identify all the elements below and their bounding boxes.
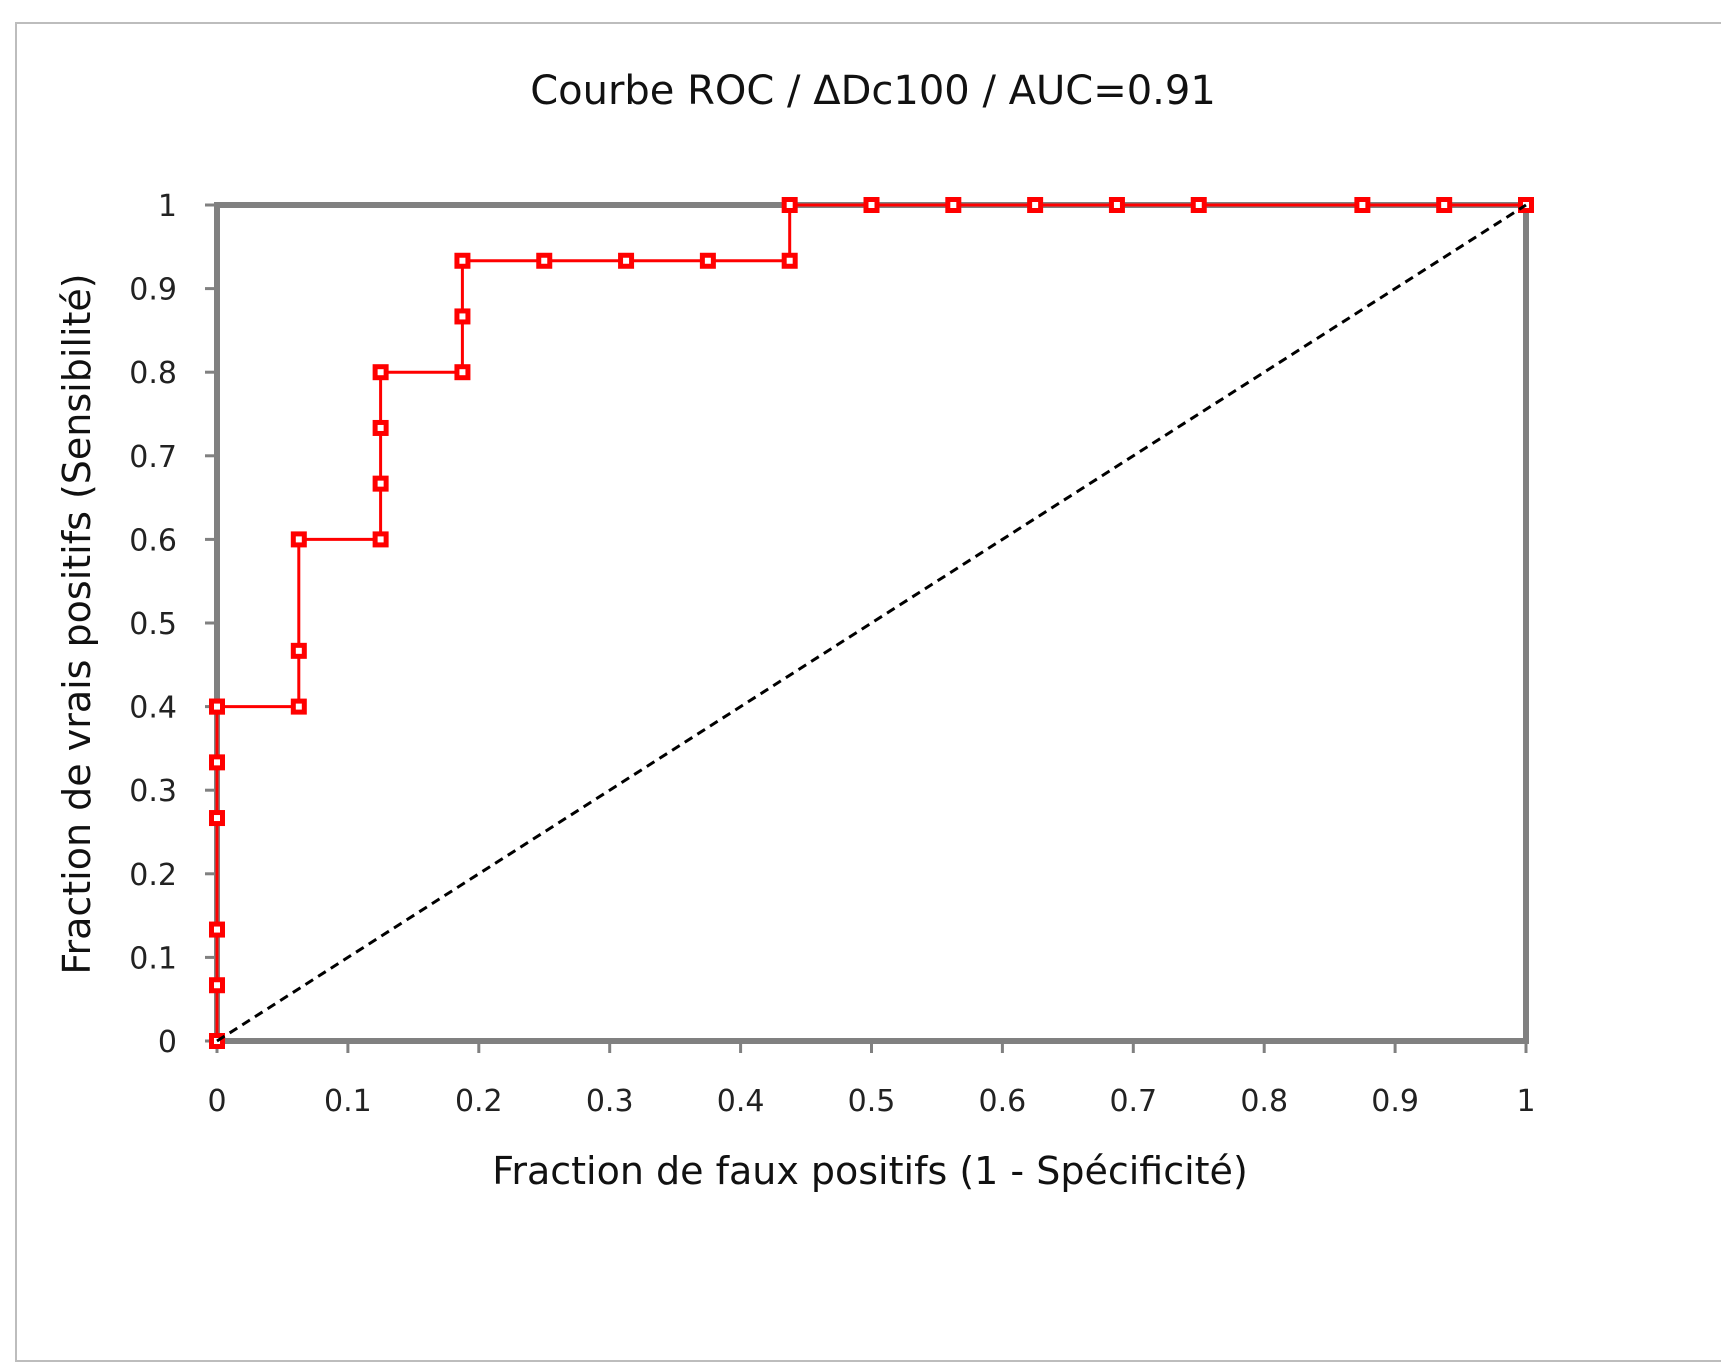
roc-point-marker-center [1358,201,1367,209]
x-tick-label: 0.9 [1371,1084,1419,1119]
roc-point-marker-center [785,201,794,209]
x-tick-label: 0.2 [455,1084,503,1119]
x-tick-label: 0.3 [586,1084,634,1119]
y-tick-label: 0.1 [129,941,177,976]
roc-point-marker-center [294,646,303,655]
roc-point-marker-center [540,256,549,265]
roc-point-marker-center [294,702,303,711]
y-axis-title: Fraction de vrais positifs (Sensibilité) [55,273,99,974]
roc-point-marker-center [376,535,385,544]
roc-point-marker-center [294,535,303,544]
x-tick-label: 0.5 [848,1084,896,1119]
x-axis-tick-labels: 0 0.1 0.2 0.3 0.4 0.5 0.6 0.7 0.8 0.9 1 [207,1084,1535,1119]
roc-point-marker-center [1194,201,1203,209]
y-tick-label: 0.9 [129,273,177,308]
roc-point-marker-center [785,256,794,265]
x-tick-label: 1 [1516,1084,1535,1119]
roc-point-marker-center [213,758,221,767]
roc-point-marker-center [867,201,876,209]
y-tick-label: 0.8 [129,356,177,391]
chart-frame: Courbe ROC / ΔDc100 / AUC=0.91 0 0.1 0.2 0.… [15,22,1721,1362]
y-tick-label: 0.5 [129,607,177,642]
roc-point-marker-center [949,201,958,209]
y-tick-label: 0.3 [129,774,177,809]
y-tick-label: 1 [158,189,177,224]
roc-point-marker-center [458,312,467,321]
y-tick-label: 0 [158,1025,177,1060]
reference-diagonal-line [216,203,1527,1043]
x-tick-label: 0 [207,1084,226,1119]
plot-area [205,197,1534,1053]
roc-point-marker-center [213,814,221,823]
roc-point-marker-center [458,256,467,265]
roc-point-marker-center [703,256,712,265]
roc-chart: Courbe ROC / ΔDc100 / AUC=0.91 0 0.1 0.2 0.… [55,68,1536,1193]
y-axis-tick-labels: 0 0.1 0.2 0.3 0.4 0.5 0.6 0.7 0.8 0.9 1 [129,189,177,1060]
roc-point-marker-center [213,925,221,934]
roc-point-marker-center [213,702,221,711]
roc-point-marker-center [1440,201,1449,209]
y-tick-label: 0.7 [129,440,177,475]
roc-point-marker-center [376,423,385,432]
x-tick-label: 0.7 [1109,1084,1157,1119]
roc-point-marker-center [1112,201,1121,209]
roc-point-marker-center [376,368,385,377]
roc-point-marker-center [376,479,385,488]
roc-point-marker-center [458,368,467,377]
roc-point-marker-center [622,256,631,265]
roc-point-marker-center [1031,201,1040,209]
roc-point-marker-center [213,981,221,990]
x-tick-label: 0.8 [1240,1084,1288,1119]
chart-title: Courbe ROC / ΔDc100 / AUC=0.91 [530,68,1216,114]
x-tick-label: 0.4 [717,1084,765,1119]
y-tick-label: 0.4 [129,691,177,726]
x-axis-title: Fraction de faux positifs (1 - Spécifici… [492,1149,1248,1193]
x-tick-label: 0.6 [979,1084,1027,1119]
y-tick-label: 0.6 [129,523,177,558]
y-tick-label: 0.2 [129,858,177,893]
x-tick-label: 0.1 [324,1084,372,1119]
